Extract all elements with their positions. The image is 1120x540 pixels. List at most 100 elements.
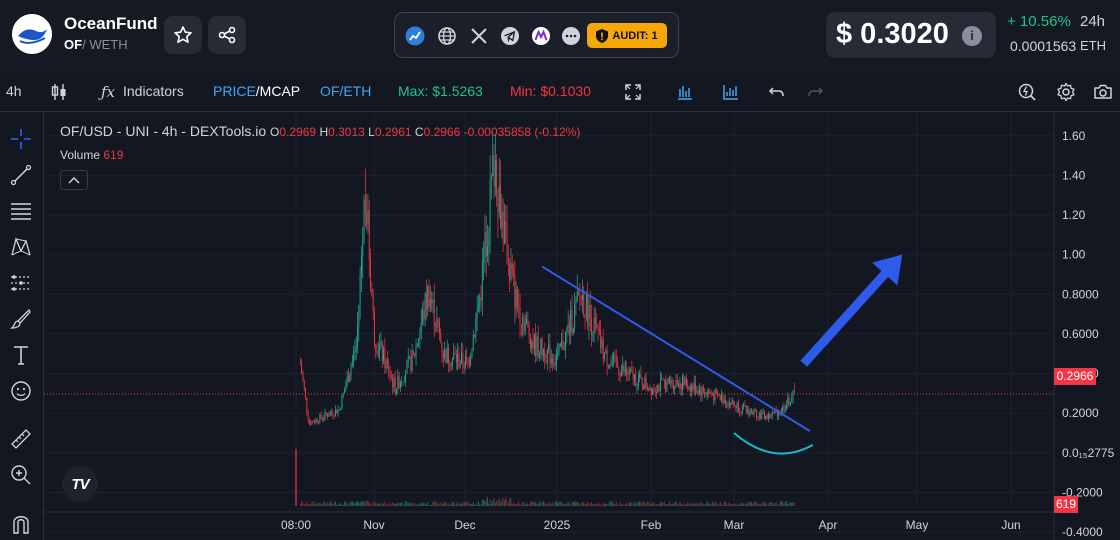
volume-bar bbox=[513, 502, 514, 506]
volume-bar bbox=[744, 504, 746, 506]
candle-body bbox=[428, 286, 430, 308]
interval-selector[interactable]: 4h bbox=[6, 83, 22, 99]
x-link[interactable] bbox=[469, 26, 489, 46]
volume-bar bbox=[789, 502, 791, 506]
linktree-link[interactable] bbox=[531, 26, 551, 46]
candle-body bbox=[727, 404, 729, 406]
volume-bar bbox=[767, 504, 769, 506]
candle-body bbox=[696, 390, 698, 394]
volume-bar bbox=[650, 502, 652, 506]
emoji-tool[interactable] bbox=[8, 378, 34, 404]
fx-icon[interactable]: ƒx bbox=[100, 83, 115, 101]
candle-body bbox=[619, 373, 621, 376]
candle-body bbox=[663, 380, 665, 382]
volume-bar bbox=[311, 501, 313, 506]
volume-bar bbox=[732, 503, 734, 506]
crosshair-tool[interactable] bbox=[8, 126, 34, 152]
more-links-button[interactable] bbox=[561, 26, 581, 46]
prediction-tool[interactable] bbox=[8, 270, 34, 296]
brush-tool[interactable] bbox=[8, 306, 34, 332]
candle-body bbox=[650, 387, 652, 395]
x-tick-label: 08:00 bbox=[281, 518, 311, 532]
volume-bar bbox=[763, 502, 765, 506]
candle-body bbox=[572, 327, 574, 333]
volume-bar bbox=[675, 501, 677, 506]
volume-bar bbox=[786, 501, 787, 506]
screenshot-button[interactable] bbox=[1092, 81, 1114, 103]
price-mcap-toggle[interactable]: PRICE/MCAP bbox=[213, 83, 300, 99]
bars-view-button[interactable] bbox=[674, 81, 696, 103]
volume-bar bbox=[303, 504, 305, 506]
trendline-tool[interactable] bbox=[8, 162, 34, 188]
share-button[interactable] bbox=[208, 16, 246, 54]
undo-icon bbox=[768, 87, 784, 97]
candle-body bbox=[463, 365, 465, 368]
camera-icon bbox=[1094, 84, 1112, 99]
candle-body bbox=[536, 336, 538, 356]
volume-bar bbox=[360, 501, 362, 506]
info-icon[interactable]: i bbox=[962, 26, 982, 46]
gear-icon bbox=[1057, 82, 1075, 102]
curve-drawing[interactable] bbox=[733, 432, 814, 455]
volume-bar bbox=[597, 504, 599, 506]
candle-body bbox=[552, 358, 553, 363]
volume-bar bbox=[610, 501, 612, 506]
volume-bar bbox=[771, 503, 773, 506]
trendline-drawing[interactable] bbox=[541, 265, 811, 432]
volume-bar bbox=[409, 502, 410, 506]
candle-body bbox=[763, 412, 765, 419]
text-tool[interactable] bbox=[8, 342, 34, 368]
zoom-tool[interactable] bbox=[8, 462, 34, 488]
volume-bar bbox=[558, 501, 560, 506]
magnet-tool[interactable] bbox=[8, 510, 34, 536]
volume-bar bbox=[631, 501, 633, 506]
volume-bar bbox=[754, 501, 756, 506]
chart-type-button[interactable] bbox=[48, 81, 70, 103]
volume-bar bbox=[747, 503, 748, 506]
favorite-button[interactable] bbox=[164, 16, 202, 54]
candle-body bbox=[730, 402, 732, 405]
volume-bar bbox=[407, 502, 409, 506]
arrow-drawing[interactable] bbox=[800, 254, 903, 367]
pattern-tool[interactable] bbox=[8, 234, 34, 260]
redo-button[interactable] bbox=[804, 81, 826, 103]
candle-body bbox=[576, 291, 578, 301]
candle-body bbox=[728, 402, 730, 406]
indicators-button[interactable]: Indicators bbox=[123, 83, 184, 99]
volume-bar bbox=[706, 501, 708, 506]
collapse-legend-button[interactable] bbox=[60, 170, 88, 190]
chart-link[interactable] bbox=[405, 26, 425, 46]
candle-body bbox=[519, 307, 521, 325]
website-link[interactable] bbox=[437, 26, 457, 46]
measure-tool[interactable] bbox=[8, 426, 34, 452]
smiley-icon bbox=[11, 381, 31, 401]
volume-bar bbox=[611, 501, 613, 506]
volume-bar bbox=[514, 503, 516, 506]
candle-body bbox=[483, 258, 485, 263]
volume-bar bbox=[367, 500, 369, 506]
audit-badge[interactable]: AUDIT: 1 bbox=[587, 23, 667, 48]
candle-body bbox=[444, 349, 446, 358]
price-chart[interactable]: 08:00 Nov Dec 2025 Feb Mar Apr May Jun 1.60 1.40 1.… bbox=[44, 112, 1120, 540]
telegram-link[interactable] bbox=[500, 26, 520, 46]
fullscreen-button[interactable] bbox=[622, 81, 644, 103]
fib-tool[interactable] bbox=[8, 198, 34, 224]
x-tick-label: Mar bbox=[724, 518, 745, 532]
volume-bar bbox=[481, 499, 483, 506]
volume-bar bbox=[384, 501, 386, 506]
volume-bar bbox=[411, 502, 413, 506]
candle-body bbox=[407, 356, 409, 362]
candle-body bbox=[669, 377, 670, 384]
alert-button[interactable] bbox=[1016, 81, 1038, 103]
undo-button[interactable] bbox=[766, 81, 788, 103]
pair-toggle[interactable]: OF/ETH bbox=[320, 83, 372, 99]
tradingview-logo[interactable]: TV bbox=[62, 466, 98, 502]
settings-button[interactable] bbox=[1055, 81, 1077, 103]
x-tick-label: Dec bbox=[454, 518, 475, 532]
compare-button[interactable] bbox=[720, 81, 742, 103]
volume-bar bbox=[724, 501, 726, 506]
volume-bar bbox=[323, 501, 325, 506]
volume-bar bbox=[475, 504, 477, 506]
volume-bar bbox=[708, 503, 709, 506]
